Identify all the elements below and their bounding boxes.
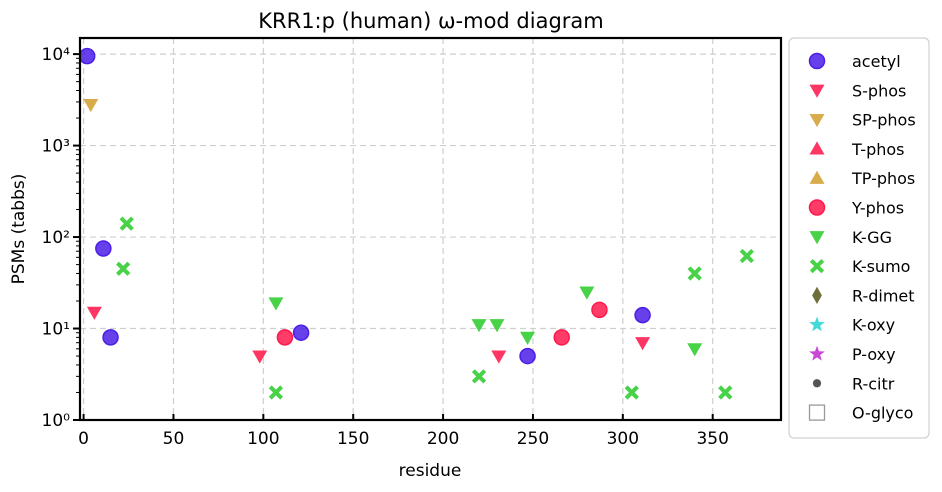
legend-marker — [809, 231, 825, 245]
data-point — [276, 329, 294, 346]
data-point — [78, 47, 96, 65]
data-point — [553, 329, 570, 346]
legend-label: acetyl — [852, 52, 901, 71]
data-points — [78, 47, 754, 400]
data-point — [591, 301, 608, 319]
data-point — [739, 248, 754, 264]
legend-marker — [809, 84, 825, 98]
legend-marker — [809, 316, 825, 332]
legend-label: Y-phos — [851, 199, 904, 218]
legend-frame — [788, 37, 930, 439]
x-axis-title: residue — [399, 461, 462, 481]
legend-marker — [812, 379, 822, 388]
y-tick-label: 10² — [42, 228, 70, 248]
y-tick-label: 10⁴ — [42, 45, 71, 65]
x-tick-label: 50 — [163, 429, 185, 449]
x-tick-label: 300 — [607, 429, 639, 449]
data-point — [519, 347, 536, 365]
data-point — [687, 343, 703, 357]
data-point — [579, 286, 595, 300]
legend: acetyl S-phos SP-phos T-phos TP-phos Y-phos K-… — [788, 37, 930, 439]
data-point — [268, 385, 284, 400]
y-tick-label: 10⁰ — [42, 411, 71, 431]
legend-label: SP-phos — [852, 111, 916, 130]
legend-label: TP-phos — [851, 169, 915, 188]
data-point — [520, 331, 536, 345]
grid — [80, 38, 781, 421]
legend-label: R-citr — [852, 374, 895, 393]
data-point — [624, 385, 639, 400]
x-tick-label: 150 — [337, 429, 369, 449]
data-point — [83, 99, 99, 113]
legend-marker — [809, 170, 825, 184]
data-point — [116, 261, 131, 276]
data-point — [489, 319, 505, 333]
y-axis-title: PSMs (tabbs) — [9, 174, 29, 285]
legend-label: K-oxy — [852, 316, 895, 335]
legend-marker — [808, 404, 826, 421]
legend-label: R-dimet — [852, 286, 915, 305]
data-point — [635, 337, 651, 351]
legend-marker — [809, 141, 825, 155]
axis-ticks: 0 50 100 150 200 250 300 350 10⁰ 10¹ 10² 10³ 10⁴ — [42, 45, 729, 449]
legend-label: P-oxy — [852, 345, 896, 364]
x-tick-label: 0 — [78, 429, 89, 449]
legend-label: S-phos — [852, 81, 906, 100]
data-point — [252, 350, 268, 364]
data-point — [491, 350, 507, 364]
x-tick-label: 100 — [247, 429, 279, 449]
legend-marker — [809, 113, 825, 128]
legend-label: O-glyco — [852, 404, 913, 423]
legend-label: K-GG — [852, 228, 892, 247]
data-point — [687, 266, 702, 281]
legend-marker — [809, 258, 825, 274]
legend-marker — [808, 199, 826, 216]
data-point — [102, 329, 119, 346]
data-point — [718, 385, 733, 400]
x-tick-label: 200 — [427, 429, 459, 449]
data-point — [86, 306, 102, 320]
data-point — [471, 319, 487, 333]
data-point — [634, 306, 651, 324]
chart-title: KRR1:p (human) ω-mod diagram — [258, 9, 604, 33]
legend-label: T-phos — [851, 140, 905, 159]
x-tick-label: 350 — [696, 429, 728, 449]
data-point — [95, 240, 112, 257]
data-point — [268, 297, 284, 311]
data-point — [292, 324, 310, 341]
legend-marker — [812, 286, 822, 305]
data-point — [471, 369, 487, 384]
data-point — [119, 216, 134, 231]
y-tick-label: 10³ — [42, 137, 70, 157]
y-tick-label: 10¹ — [42, 320, 70, 340]
plot-frame — [78, 36, 783, 422]
legend-marker — [809, 345, 825, 361]
x-tick-label: 250 — [517, 429, 549, 449]
legend-label: K-sumo — [852, 257, 910, 276]
legend-marker — [808, 52, 826, 70]
